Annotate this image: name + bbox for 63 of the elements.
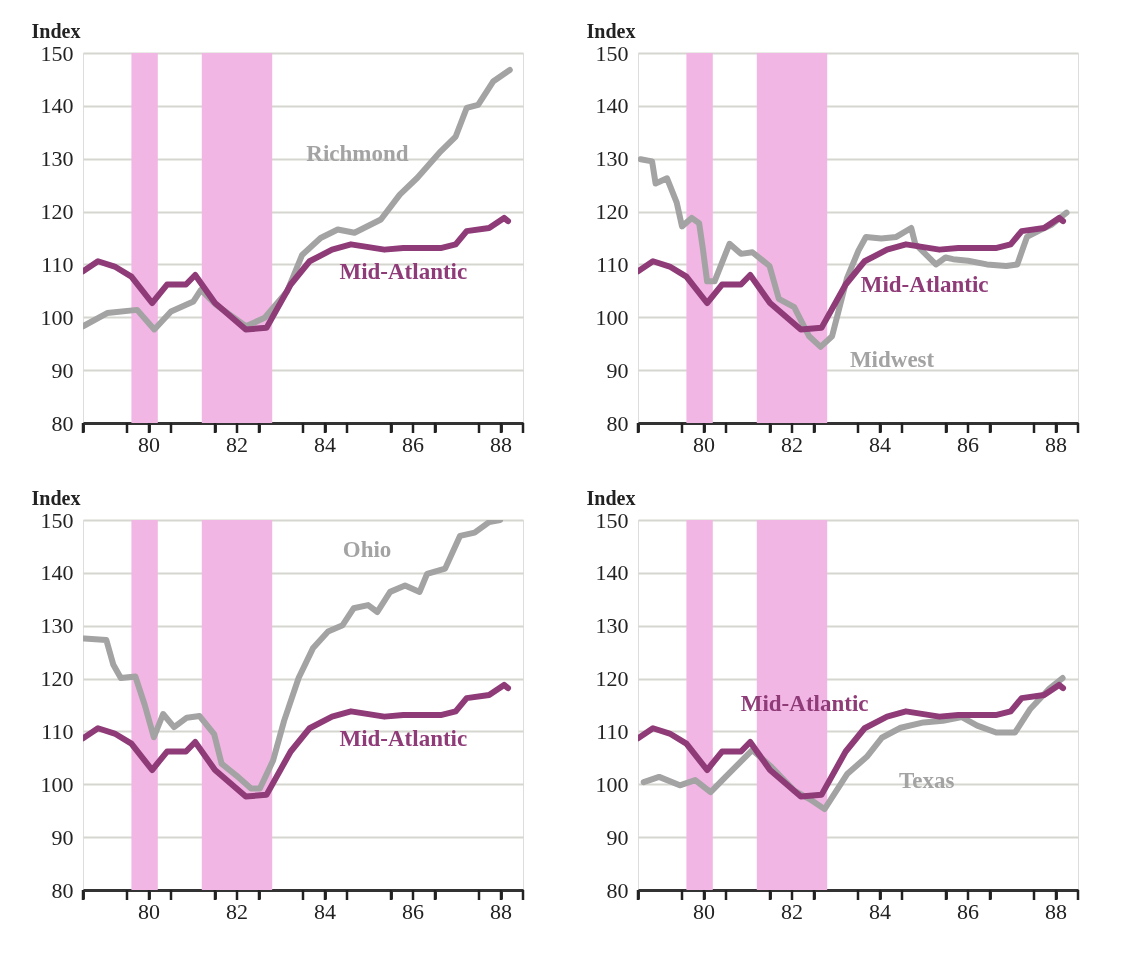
y-tick-label: 90 [51,824,74,850]
y-tick-label: 100 [595,771,629,797]
series-label: Mid-Atlantic [339,726,468,752]
x-tick-label: 80 [138,899,160,924]
y-tick-label: 80 [51,877,74,903]
x-tick-label: 86 [957,432,979,457]
y-tick-label: 140 [40,93,74,119]
x-tick-label: 88 [490,432,512,457]
series-label: Ohio [342,536,392,562]
series-label: Texas [899,767,955,793]
x-tick-label: 82 [226,432,248,457]
y-tick-label: 100 [595,304,629,330]
y-tick-label: 130 [40,613,74,639]
x-tick-label: 86 [402,899,424,924]
y-tick-label: 120 [595,199,629,225]
x-tick-label: 80 [693,432,715,457]
y-tick-label: 100 [40,771,74,797]
series-label: Richmond [306,140,409,166]
y-tick-label: 90 [606,357,629,383]
y-tick-label: 130 [595,613,629,639]
x-tick-label: 88 [1045,432,1067,457]
y-tick-label: 110 [41,251,74,277]
x-tick-label: 88 [1045,899,1067,924]
y-tick-label: 150 [595,507,629,533]
y-tick-label: 120 [595,666,629,692]
y-tick-label: 140 [595,93,629,119]
x-tick-label: 82 [781,432,803,457]
x-tick-label: 84 [869,899,891,924]
y-axis-title: Index [586,19,636,42]
x-tick-label: 86 [402,432,424,457]
x-tick-label: 84 [314,432,336,457]
x-tick-label: 82 [226,899,248,924]
y-tick-label: 80 [51,410,74,436]
y-tick-label: 80 [606,877,629,903]
y-axis-title: Index [31,19,81,42]
y-tick-label: 130 [595,146,629,172]
y-tick-label: 120 [40,666,74,692]
y-tick-label: 90 [51,357,74,383]
y-tick-label: 110 [41,718,74,744]
y-tick-label: 110 [596,718,629,744]
series-label: Mid-Atlantic [860,272,989,298]
x-tick-label: 84 [314,899,336,924]
series-label: Mid-Atlantic [339,259,468,285]
y-tick-label: 150 [40,40,74,66]
y-tick-label: 80 [606,410,629,436]
y-tick-label: 150 [40,507,74,533]
y-tick-label: 110 [596,251,629,277]
x-tick-label: 82 [781,899,803,924]
x-tick-label: 80 [693,899,715,924]
y-tick-label: 100 [40,304,74,330]
series-label: Midwest [849,347,935,373]
y-tick-label: 140 [595,560,629,586]
x-tick-label: 84 [869,432,891,457]
y-tick-label: 140 [40,560,74,586]
y-tick-label: 90 [606,824,629,850]
y-axis-title: Index [31,486,81,509]
x-tick-label: 86 [957,899,979,924]
x-tick-label: 80 [138,432,160,457]
y-tick-label: 130 [40,146,74,172]
y-axis-title: Index [586,486,636,509]
y-tick-label: 150 [595,40,629,66]
x-tick-label: 88 [490,899,512,924]
y-tick-label: 120 [40,199,74,225]
